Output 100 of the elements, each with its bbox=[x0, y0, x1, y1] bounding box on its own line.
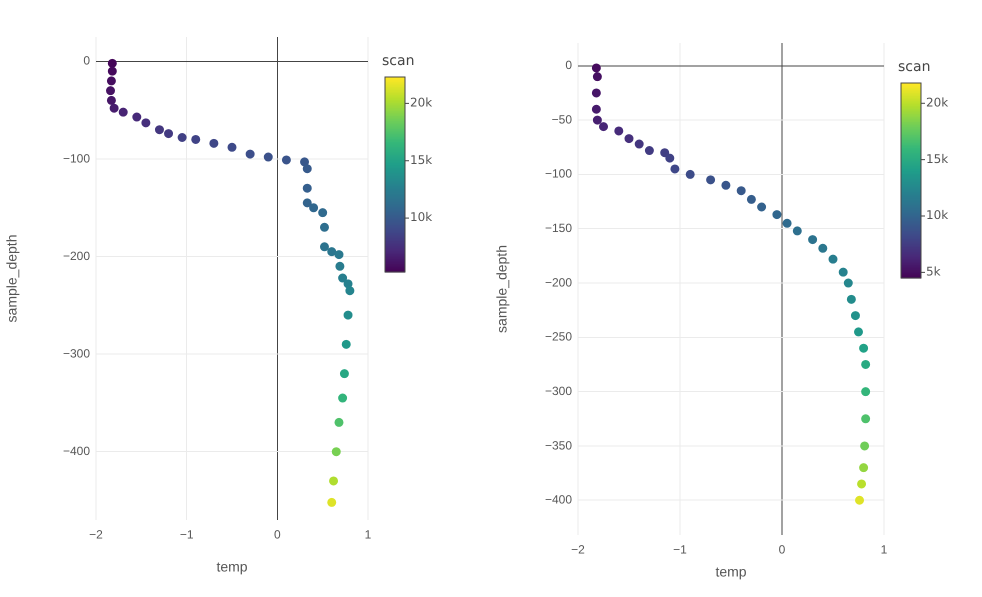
y-tick-label: −300 bbox=[62, 346, 90, 360]
point bbox=[309, 203, 318, 212]
point bbox=[859, 463, 868, 472]
point bbox=[141, 118, 150, 128]
point bbox=[772, 210, 782, 220]
point bbox=[792, 226, 802, 236]
point bbox=[300, 157, 310, 166]
y-tick-label: −250 bbox=[544, 330, 572, 344]
x-tick-label: −1 bbox=[180, 528, 194, 542]
point bbox=[282, 155, 291, 164]
point bbox=[118, 108, 128, 117]
y-axis-title: sample_depth bbox=[493, 245, 510, 333]
point bbox=[164, 129, 174, 138]
point bbox=[332, 447, 341, 456]
point bbox=[686, 170, 695, 179]
point bbox=[846, 294, 856, 304]
point bbox=[338, 274, 348, 283]
x-tick-label: −1 bbox=[673, 542, 688, 557]
x-tick-label: 0 bbox=[778, 542, 786, 557]
y-tick-label: −300 bbox=[544, 384, 572, 398]
color-bar-label: 15k bbox=[926, 152, 948, 166]
point bbox=[344, 279, 353, 288]
point bbox=[634, 140, 644, 149]
point bbox=[318, 208, 328, 218]
point bbox=[854, 327, 863, 336]
point bbox=[614, 126, 624, 136]
point bbox=[670, 164, 680, 174]
point bbox=[334, 418, 344, 427]
point bbox=[592, 104, 601, 114]
point bbox=[592, 88, 601, 98]
y-tick-label: −50 bbox=[552, 112, 572, 126]
point bbox=[344, 310, 353, 320]
point bbox=[302, 184, 312, 193]
x-axis-title: temp bbox=[715, 563, 747, 580]
point bbox=[338, 394, 348, 403]
point bbox=[228, 142, 236, 152]
y-tick-label: −200 bbox=[544, 275, 572, 290]
point bbox=[329, 476, 338, 486]
point bbox=[746, 194, 756, 204]
point bbox=[320, 242, 329, 252]
point bbox=[818, 244, 828, 253]
point bbox=[721, 180, 730, 190]
x-tick-label: 1 bbox=[364, 528, 372, 542]
x-axis-title: temp bbox=[216, 558, 248, 574]
point bbox=[345, 286, 354, 296]
x-tick-label: −2 bbox=[89, 528, 104, 542]
point bbox=[644, 146, 654, 156]
y-tick-label: −400 bbox=[62, 444, 90, 458]
color-bar-title: scan bbox=[898, 59, 930, 75]
point bbox=[327, 498, 336, 507]
point bbox=[132, 112, 142, 122]
point bbox=[850, 311, 860, 320]
point bbox=[808, 235, 818, 244]
point bbox=[592, 63, 601, 72]
point bbox=[844, 278, 853, 288]
x-tick-label: −2 bbox=[571, 542, 586, 557]
point bbox=[861, 414, 870, 424]
point bbox=[335, 262, 344, 271]
point bbox=[860, 441, 870, 450]
color-bar-label: 10k bbox=[410, 210, 432, 224]
y-tick-label: −350 bbox=[544, 438, 572, 452]
x-tick-label: 0 bbox=[274, 528, 281, 542]
point bbox=[736, 186, 746, 196]
point bbox=[855, 496, 864, 505]
color-bar-label: 15k bbox=[410, 152, 432, 167]
point bbox=[861, 387, 870, 396]
color-bar-label: 10k bbox=[926, 208, 948, 222]
color-bar-label: 20k bbox=[410, 96, 432, 110]
point bbox=[302, 164, 312, 174]
y-tick-label: −100 bbox=[62, 151, 90, 166]
point bbox=[108, 58, 117, 68]
y-tick-label: −100 bbox=[544, 166, 572, 181]
y-tick-label: −200 bbox=[62, 248, 90, 263]
point bbox=[340, 369, 349, 378]
point bbox=[154, 125, 164, 134]
point bbox=[108, 66, 117, 76]
y-tick-label: −400 bbox=[544, 492, 572, 507]
point bbox=[859, 344, 868, 353]
point bbox=[624, 134, 634, 144]
point bbox=[191, 134, 200, 144]
point bbox=[334, 250, 344, 260]
point bbox=[110, 104, 119, 113]
y-tick-label: 0 bbox=[565, 58, 572, 72]
point bbox=[327, 247, 336, 256]
point bbox=[246, 150, 255, 159]
point bbox=[782, 218, 792, 228]
y-tick-label: 0 bbox=[83, 54, 90, 68]
point bbox=[838, 268, 848, 277]
point bbox=[660, 148, 670, 158]
color-bar-title: scan bbox=[382, 53, 414, 69]
x-tick-label: 1 bbox=[880, 542, 888, 557]
point bbox=[342, 340, 351, 349]
point bbox=[861, 360, 870, 369]
point bbox=[665, 154, 674, 163]
point bbox=[706, 175, 716, 184]
point bbox=[106, 86, 116, 96]
point bbox=[828, 254, 838, 264]
point bbox=[209, 138, 218, 148]
point bbox=[302, 198, 312, 208]
point bbox=[178, 133, 187, 142]
